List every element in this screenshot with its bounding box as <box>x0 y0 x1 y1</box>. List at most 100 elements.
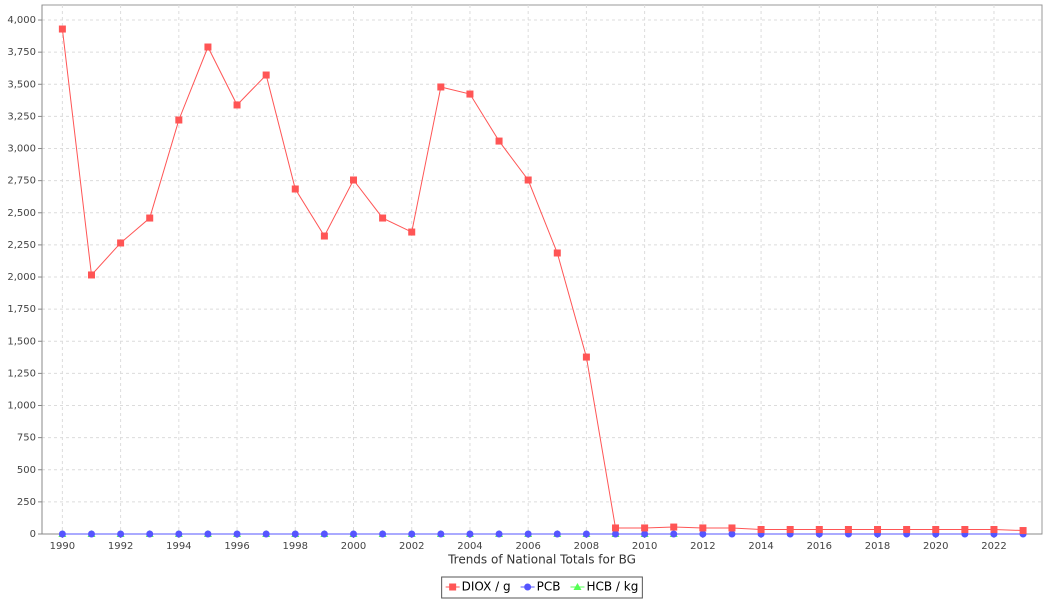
marker <box>262 530 270 538</box>
y-tick-label: 2,750 <box>7 176 36 187</box>
marker <box>1019 527 1027 535</box>
marker <box>524 176 532 184</box>
x-tick-label: 1992 <box>108 541 133 552</box>
legend-label: HCB / kg <box>586 580 638 594</box>
marker <box>786 526 794 534</box>
marker <box>728 530 736 538</box>
x-tick-label: 2022 <box>981 541 1006 552</box>
legend: DIOX / g PCB HCB / kg <box>441 576 643 599</box>
marker <box>58 530 66 538</box>
legend-item: HCB / kg <box>570 580 638 594</box>
series-line <box>61 28 1024 532</box>
marker <box>612 524 620 532</box>
marker <box>204 43 212 51</box>
marker <box>262 71 270 79</box>
x-tick-label: 2006 <box>515 541 540 552</box>
marker <box>582 353 590 361</box>
x-tick-label: 2000 <box>341 541 366 552</box>
marker <box>757 526 765 534</box>
marker <box>349 176 357 184</box>
marker <box>815 526 823 534</box>
marker <box>553 530 561 538</box>
marker <box>466 90 474 98</box>
marker <box>524 583 532 591</box>
y-tick-label: 0 <box>30 529 36 540</box>
x-tick-label: 2018 <box>865 541 890 552</box>
x-axis-label: Trends of National Totals for BG <box>447 553 636 567</box>
marker <box>291 530 299 538</box>
x-tick-label: 1990 <box>50 541 75 552</box>
y-tick-label: 750 <box>17 433 36 444</box>
marker <box>699 524 707 532</box>
marker <box>408 228 416 236</box>
marker <box>670 530 678 538</box>
y-tick-label: 2,500 <box>7 208 36 219</box>
marker <box>320 530 328 538</box>
marker <box>117 530 125 538</box>
x-tick-label: 2004 <box>457 541 482 552</box>
marker <box>233 101 241 109</box>
marker <box>728 524 736 532</box>
marker <box>699 530 707 538</box>
marker <box>146 214 154 222</box>
marker <box>175 530 183 538</box>
marker <box>379 530 387 538</box>
marker <box>117 239 125 247</box>
marker <box>524 530 532 538</box>
x-tick-label: 1994 <box>166 541 191 552</box>
x-tick-label: 2016 <box>807 541 832 552</box>
x-tick-label: 2020 <box>923 541 948 552</box>
marker <box>495 530 503 538</box>
marker <box>349 530 357 538</box>
marker <box>175 116 183 124</box>
marker <box>553 249 561 257</box>
y-tick-label: 3,750 <box>7 47 36 58</box>
x-tick-label: 1996 <box>224 541 249 552</box>
y-tick-label: 500 <box>17 465 36 476</box>
marker <box>87 530 95 538</box>
marker <box>320 232 328 240</box>
legend-label: PCB <box>537 580 561 594</box>
x-tick-label: 2008 <box>574 541 599 552</box>
marker <box>449 583 457 591</box>
marker <box>903 526 911 534</box>
marker <box>87 271 95 279</box>
marker <box>990 526 998 534</box>
y-tick-label: 250 <box>17 497 36 508</box>
legend-item: DIOX / g <box>445 580 511 594</box>
marker <box>612 530 620 538</box>
marker <box>291 185 299 193</box>
marker <box>961 526 969 534</box>
x-tick-label: 2002 <box>399 541 424 552</box>
y-tick-label: 2,000 <box>7 272 36 283</box>
y-tick-label: 3,000 <box>7 144 36 155</box>
y-tick-label: 1,750 <box>7 304 36 315</box>
marker <box>437 83 445 91</box>
marker <box>844 526 852 534</box>
marker <box>874 526 882 534</box>
y-tick-label: 4,000 <box>7 15 36 26</box>
plot-area <box>41 4 1043 535</box>
marker <box>379 214 387 222</box>
y-tick-label: 1,250 <box>7 368 36 379</box>
marker <box>437 530 445 538</box>
marker <box>573 583 582 590</box>
marker <box>204 530 212 538</box>
y-tick-label: 1,000 <box>7 401 36 412</box>
marker <box>146 530 154 538</box>
legend-box <box>441 576 643 599</box>
legend-label: DIOX / g <box>462 580 511 594</box>
marker <box>233 530 241 538</box>
marker <box>582 530 590 538</box>
x-tick-label: 2014 <box>748 541 773 552</box>
marker <box>495 137 503 145</box>
marker <box>670 523 678 531</box>
legend-item: PCB <box>520 580 561 594</box>
marker <box>466 530 474 538</box>
marker <box>932 526 940 534</box>
x-tick-label: 1998 <box>283 541 308 552</box>
marker <box>408 530 416 538</box>
y-tick-label: 3,500 <box>7 79 36 90</box>
marker <box>641 524 649 532</box>
